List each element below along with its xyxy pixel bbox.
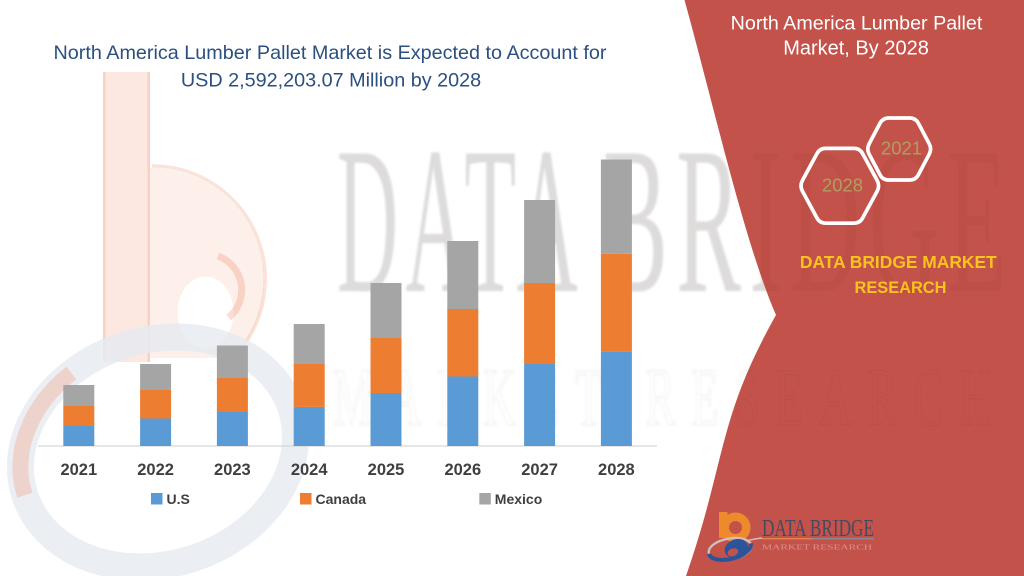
svg-text:Mexico: Mexico [495,491,542,507]
svg-text:2022: 2022 [137,461,174,479]
svg-text:2025: 2025 [368,461,405,479]
svg-text:2021: 2021 [60,461,97,479]
svg-text:2024: 2024 [291,461,329,479]
svg-text:Market, By 2028: Market, By 2028 [783,38,929,60]
svg-text:DATA BRIDGE: DATA BRIDGE [762,516,874,542]
svg-text:RESEARCH: RESEARCH [855,279,947,297]
svg-text:DATA BRIDGE MARKET: DATA BRIDGE MARKET [800,252,997,272]
svg-text:North America Lumber Pallet: North America Lumber Pallet [731,13,983,35]
svg-text:2028: 2028 [598,461,635,479]
svg-text:Canada: Canada [316,491,367,507]
svg-text:2026: 2026 [444,461,481,479]
svg-text:USD 2,592,203.07 Million by 20: USD 2,592,203.07 Million by 2028 [181,70,481,92]
svg-text:2027: 2027 [521,461,558,479]
svg-text:2023: 2023 [214,461,251,479]
svg-text:2021: 2021 [881,138,922,159]
svg-text:North America Lumber Pallet Ma: North America Lumber Pallet Market is Ex… [53,42,606,64]
svg-text:U.S: U.S [167,491,190,507]
svg-text:2028: 2028 [822,175,863,196]
svg-text:MARKET RESEARCH: MARKET RESEARCH [762,543,873,552]
